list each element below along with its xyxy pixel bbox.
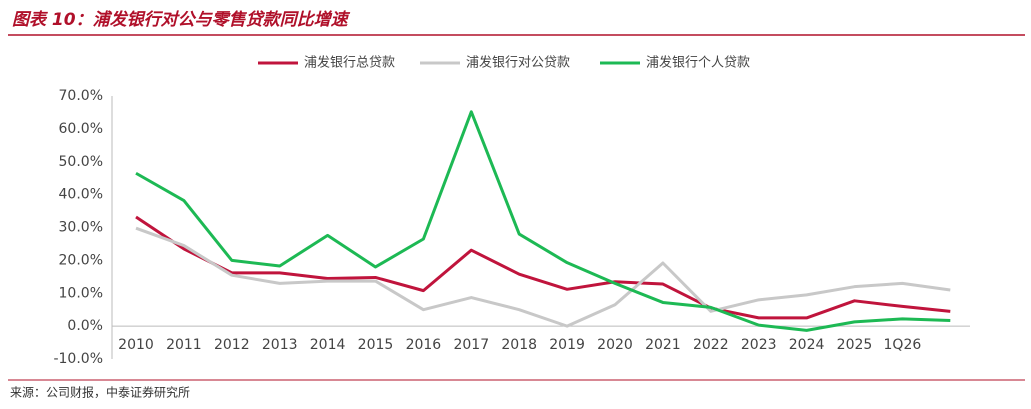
y-tick-label: 20.0% [59, 252, 103, 268]
x-tick-label: 2022 [693, 337, 729, 353]
x-tick-label: 1Q26 [884, 337, 922, 353]
x-tick-label: 2012 [214, 337, 250, 353]
x-tick-label: 2015 [358, 337, 394, 353]
source-note: 来源：公司财报，中泰证券研究所 [10, 385, 190, 400]
y-tick-label: 70.0% [59, 88, 103, 104]
y-tick-label: 60.0% [59, 121, 103, 137]
x-tick-label: 2023 [741, 337, 777, 353]
x-tick-label: 2017 [453, 337, 489, 353]
legend-label: 浦发银行总贷款 [304, 55, 395, 71]
x-tick-label: 2025 [837, 337, 873, 353]
y-tick-label: 50.0% [59, 154, 103, 170]
x-tick-label: 2010 [118, 337, 154, 353]
x-tick-label: 2019 [549, 337, 585, 353]
legend-label: 浦发银行对公贷款 [466, 55, 570, 71]
legend-label: 浦发银行个人贷款 [646, 55, 750, 71]
y-tick-label: 40.0% [59, 187, 103, 203]
x-tick-label: 2016 [406, 337, 442, 353]
series-line [135, 215, 951, 320]
x-tick-label: 2020 [597, 337, 633, 353]
y-tick-label: 10.0% [59, 285, 103, 301]
y-tick-label: -10.0% [53, 351, 103, 367]
y-tick-label: 30.0% [59, 220, 103, 236]
x-tick-label: 2018 [501, 337, 537, 353]
x-tick-label: 2011 [166, 337, 202, 353]
x-tick-label: 2024 [789, 337, 825, 353]
y-tick-label: 0.0% [67, 318, 103, 334]
x-tick-label: 2013 [262, 337, 298, 353]
x-tick-label: 2021 [645, 337, 681, 353]
chart-title: 图表 10：浦发银行对公与零售贷款同比增速 [12, 10, 351, 30]
series-line [135, 226, 951, 328]
series-line [135, 110, 951, 332]
x-tick-label: 2014 [310, 337, 346, 353]
